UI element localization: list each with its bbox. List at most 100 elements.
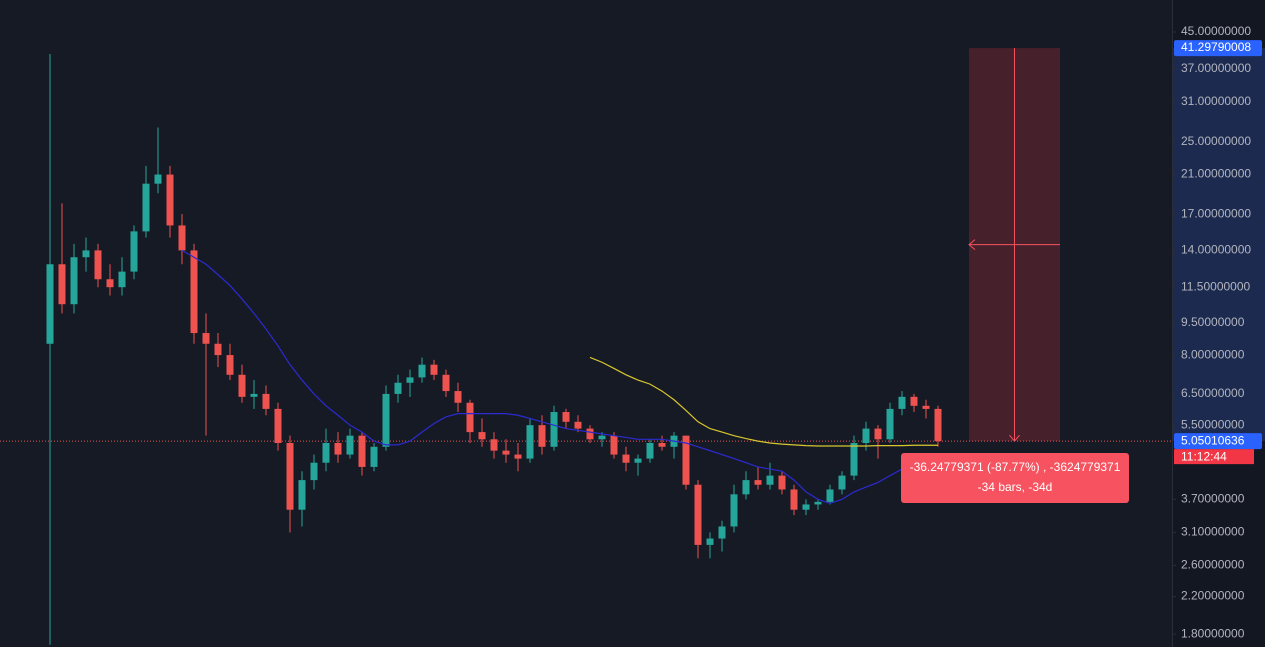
- candle-body: [298, 480, 306, 510]
- candle-body: [226, 355, 234, 375]
- candle-body: [70, 257, 78, 305]
- candle-body: [874, 428, 882, 440]
- candle-body: [154, 174, 162, 184]
- candle-body: [418, 364, 426, 378]
- y-tick-label: 3.70000000: [1181, 491, 1245, 505]
- candle-body: [718, 526, 726, 539]
- measure-tooltip-line2: -34 bars, -34d: [978, 480, 1053, 494]
- candle-body: [490, 439, 498, 451]
- candle-body: [466, 402, 474, 433]
- candle-body: [850, 442, 858, 476]
- candle-body: [778, 475, 786, 490]
- countdown-tag: [1174, 449, 1254, 465]
- candle-body: [334, 442, 342, 455]
- y-tick-label: 25.00000000: [1181, 134, 1251, 148]
- y-tick-label: 14.00000000: [1181, 243, 1251, 257]
- candle-body: [622, 454, 630, 463]
- candle-body: [82, 250, 90, 258]
- y-tick-label: 3.10000000: [1181, 525, 1245, 539]
- y-tick-label: 11.50000000: [1181, 279, 1251, 293]
- candle-body: [94, 250, 102, 280]
- candle-body: [202, 333, 210, 344]
- y-tick-label: 37.00000000: [1181, 61, 1251, 75]
- candle-body: [46, 264, 54, 344]
- candle-body: [550, 412, 558, 447]
- candle-body: [742, 480, 750, 495]
- candle-body: [430, 364, 438, 375]
- candle-body: [262, 393, 270, 409]
- candle-body: [766, 475, 774, 485]
- last-price-label: 5.05010636: [1181, 433, 1245, 447]
- candle-body: [886, 408, 894, 440]
- candle-body: [910, 396, 918, 406]
- candle-body: [598, 435, 606, 440]
- candle-body: [250, 393, 258, 397]
- candle-body: [814, 501, 822, 505]
- candle-body: [118, 271, 126, 288]
- candle-body: [394, 382, 402, 394]
- candle-body: [322, 442, 330, 463]
- y-tick-label: 8.00000000: [1181, 347, 1245, 361]
- candle-body: [346, 435, 354, 455]
- candle-body: [190, 250, 198, 334]
- candle-body: [526, 425, 534, 459]
- candle-body: [694, 484, 702, 545]
- candle-body: [934, 408, 942, 442]
- candle-body: [106, 279, 114, 288]
- y-tick-label: 31.00000000: [1181, 94, 1251, 108]
- candle-body: [754, 480, 762, 485]
- candle-body: [406, 377, 414, 383]
- candle-body: [58, 264, 66, 305]
- y-tick-label: 17.00000000: [1181, 206, 1251, 220]
- candle-body: [586, 428, 594, 440]
- candle-body: [658, 442, 666, 447]
- candle-body: [238, 374, 246, 397]
- measure-arrow-down: [1009, 434, 1020, 442]
- candle-body: [706, 538, 714, 545]
- last-price-tag: [1174, 433, 1262, 450]
- candle-body: [574, 421, 582, 429]
- candle-body: [178, 225, 186, 251]
- measure-tooltip-line1: -36.24779371 (-87.77%) , -3624779371: [910, 460, 1121, 474]
- candle-body: [478, 432, 486, 440]
- y-tick-label: 5.50000000: [1181, 417, 1245, 431]
- candle-body: [562, 412, 570, 422]
- candle-body: [166, 174, 174, 226]
- candle-body: [802, 504, 810, 510]
- candle-body: [382, 393, 390, 447]
- y-tick-label: 2.20000000: [1181, 589, 1245, 603]
- candle-body: [454, 391, 462, 403]
- candle-body: [826, 489, 834, 502]
- candle-body: [142, 183, 150, 232]
- candle-body: [310, 462, 318, 481]
- moving-average-line: [589, 356, 938, 447]
- y-tick-label: 2.60000000: [1181, 557, 1245, 571]
- candle-body: [646, 442, 654, 459]
- candle-body: [790, 489, 798, 510]
- candle-body: [838, 475, 846, 490]
- candle-body: [502, 450, 510, 455]
- candle-body: [862, 428, 870, 443]
- candle-body: [730, 494, 738, 527]
- candle-body: [358, 435, 366, 467]
- candle-body: [922, 405, 930, 409]
- candle-body: [538, 425, 546, 447]
- y-tick-label: 6.50000000: [1181, 386, 1245, 400]
- candle-body: [214, 343, 222, 356]
- y-tick-label: 21.00000000: [1181, 167, 1251, 181]
- candle-body: [370, 446, 378, 467]
- candle-body: [442, 374, 450, 392]
- measure-price-tag: [1174, 40, 1262, 57]
- measure-price-label: 41.29790008: [1181, 40, 1251, 54]
- candle-body: [274, 408, 282, 443]
- candle-body: [514, 454, 522, 459]
- moving-average-line: [181, 249, 915, 505]
- candle-body: [634, 458, 642, 463]
- candle-body: [898, 396, 906, 409]
- measure-tooltip: [901, 453, 1129, 503]
- countdown-label: 11:12:44: [1181, 449, 1227, 463]
- candle-body: [610, 435, 618, 455]
